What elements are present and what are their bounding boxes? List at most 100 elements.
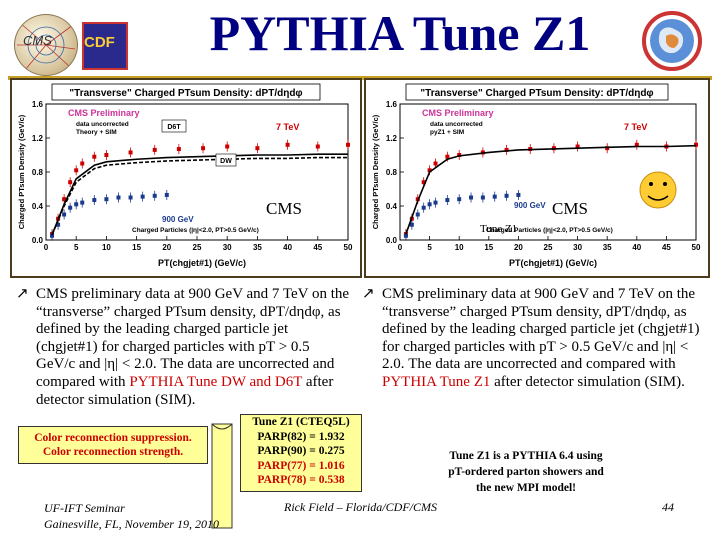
data-point <box>92 198 97 203</box>
note-line-1: Color reconnection suppression. <box>34 432 192 444</box>
label-7tev: 7 TeV <box>276 122 299 132</box>
data-point <box>255 146 260 151</box>
data-point <box>504 147 509 152</box>
data-point <box>346 142 350 147</box>
x-tick-label: 30 <box>573 243 582 252</box>
y-tick-label: 0.8 <box>32 168 44 177</box>
param-90: PARP(90) = 0.275 <box>257 445 345 458</box>
right-bullet-tail: after detector simulation (SIM). <box>490 373 685 390</box>
left-bullet: ↗ CMS preliminary data at 900 GeV and 7 … <box>16 286 352 409</box>
data-point <box>694 142 698 147</box>
label-d6t: D6T <box>167 124 181 131</box>
param-77: PARP(77) = 1.016 <box>257 459 345 472</box>
y-tick-label: 1.6 <box>32 100 44 109</box>
x-tick-label: 10 <box>455 243 464 252</box>
page-number: 44 <box>662 500 674 514</box>
y-axis-label: Charged PTsum Density (GeV/c) <box>17 114 26 229</box>
params-title: Tune Z1 (CTEQ5L) <box>252 416 350 428</box>
overlay-cms-label: CMS <box>266 199 302 218</box>
x-axis-label: PT(chgjet#1) (GeV/c) <box>158 258 246 268</box>
scroll-decoration <box>211 423 233 529</box>
data-point <box>68 205 73 210</box>
pythia-note-line-1: Tune Z1 is a PYTHIA 6.4 using <box>449 450 603 462</box>
data-point <box>516 192 521 197</box>
x-tick-label: 40 <box>283 243 292 252</box>
x-tick-label: 25 <box>544 243 553 252</box>
data-point <box>50 233 55 238</box>
data-point <box>445 198 450 203</box>
note-line-2: Color reconnection strength. <box>42 446 184 458</box>
legend-sub1: data uncorrected <box>76 121 129 128</box>
data-point <box>164 192 169 197</box>
data-point <box>433 200 438 205</box>
uf-logo-graphic <box>642 11 702 71</box>
legend-main: CMS Preliminary <box>68 108 140 118</box>
data-point <box>445 154 450 159</box>
x-tick-label: 40 <box>632 243 641 252</box>
right-bullet-text: CMS preliminary data at 900 GeV and 7 Te… <box>382 286 700 373</box>
x-tick-label: 15 <box>132 243 141 252</box>
overlay-cms-label: CMS <box>552 199 588 218</box>
y-tick-label: 0.0 <box>386 236 398 245</box>
left-plot: "Transverse" Charged PTsum Density: dPT/… <box>17 83 353 268</box>
data-point <box>421 180 426 185</box>
data-point <box>80 200 85 205</box>
cdf-logo: CDF <box>78 16 128 70</box>
label-dw-box <box>215 153 237 167</box>
data-point <box>480 195 485 200</box>
footer-seminar-line-2: Gainesville, FL, November 19, 2010 <box>44 517 219 531</box>
data-point <box>80 161 85 166</box>
data-point <box>492 194 497 199</box>
color-reconnection-note: Color reconnection suppression. Color re… <box>18 426 208 464</box>
footer-seminar: UF-IFT Seminar Gainesville, FL, November… <box>44 500 219 532</box>
data-point <box>152 147 157 152</box>
data-point <box>104 197 109 202</box>
plot-title: "Transverse" Charged PTsum Density: dPT/… <box>69 88 302 99</box>
x-tick-label: 10 <box>102 243 111 252</box>
data-point <box>427 202 432 207</box>
inner-caption: Charged Particles (|η|<2.0, PT>0.5 GeV/c… <box>132 227 259 234</box>
x-tick-label: 0 <box>44 243 49 252</box>
theory-curve <box>405 144 697 235</box>
x-tick-label: 45 <box>313 243 322 252</box>
x-tick-label: 25 <box>193 243 202 252</box>
param-82: PARP(82) = 1.932 <box>257 430 345 443</box>
cdf-logo-text: CDF <box>84 34 115 51</box>
y-tick-label: 0.4 <box>386 202 398 211</box>
data-point <box>575 144 580 149</box>
x-axis-label: PT(chgjet#1) (GeV/c) <box>509 258 597 268</box>
data-point <box>62 197 67 202</box>
data-point <box>104 153 109 157</box>
data-point <box>433 161 438 166</box>
theory-curve <box>51 153 348 236</box>
label-900gev: 900 GeV <box>162 215 194 224</box>
slide-title: PYTHIA Tune Z1 <box>209 5 591 61</box>
data-point <box>415 212 420 217</box>
y-tick-label: 1.2 <box>32 134 44 143</box>
legend-main: CMS Preliminary <box>422 108 494 118</box>
legend-sub1: data uncorrected <box>430 121 483 128</box>
tune-z1-label: Tune Z1 <box>480 223 517 235</box>
data-point <box>176 147 181 152</box>
label-7tev: 7 TeV <box>624 122 647 132</box>
cms-logo-text: CMS <box>23 33 52 48</box>
y-tick-label: 1.6 <box>386 100 398 109</box>
y-axis-label: Charged PTsum Density (GeV/c) <box>371 114 380 229</box>
smiley-eye <box>663 182 667 186</box>
left-bullet-highlight: PYTHIA Tune DW and D6T <box>129 373 303 390</box>
x-tick-label: 35 <box>253 243 262 252</box>
data-point <box>92 154 97 159</box>
data-point <box>427 168 432 173</box>
pythia-note: Tune Z1 is a PYTHIA 6.4 using pT-ordered… <box>440 448 612 496</box>
right-plot: "Transverse" Charged PTsum Density: dPT/… <box>371 83 701 268</box>
right-bullet-highlight: PYTHIA Tune Z1 <box>382 373 491 390</box>
data-point <box>315 144 320 149</box>
cms-logo-graphic <box>17 22 76 71</box>
y-tick-label: 0.8 <box>386 168 398 177</box>
data-point <box>409 222 414 227</box>
data-point <box>152 193 157 198</box>
data-point <box>62 212 67 217</box>
x-tick-label: 50 <box>344 243 353 252</box>
left-bullet-text: CMS preliminary data at 900 GeV and 7 Te… <box>36 286 350 390</box>
x-tick-label: 0 <box>398 243 403 252</box>
